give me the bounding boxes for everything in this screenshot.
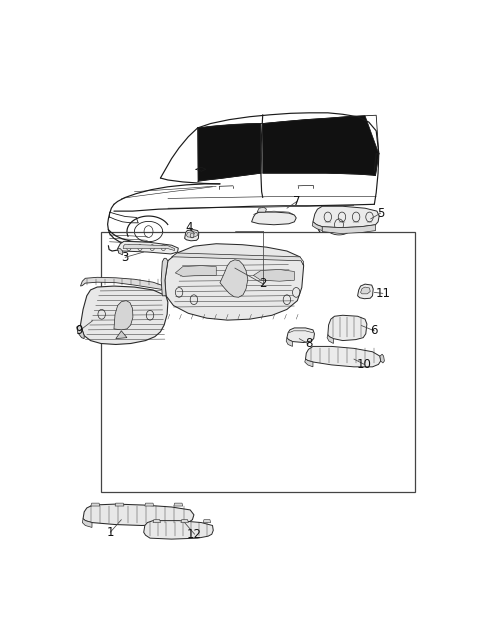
Polygon shape — [161, 258, 168, 296]
Polygon shape — [360, 287, 370, 294]
Polygon shape — [144, 521, 213, 539]
Polygon shape — [305, 346, 381, 367]
Text: 8: 8 — [305, 337, 312, 351]
Polygon shape — [83, 504, 194, 525]
Polygon shape — [123, 244, 175, 250]
Polygon shape — [118, 248, 122, 255]
Polygon shape — [252, 212, 296, 225]
Polygon shape — [175, 265, 216, 276]
Polygon shape — [118, 241, 178, 254]
Polygon shape — [153, 520, 160, 523]
Polygon shape — [253, 269, 294, 281]
Polygon shape — [81, 286, 168, 344]
Polygon shape — [313, 206, 379, 228]
Polygon shape — [312, 222, 322, 231]
Polygon shape — [115, 503, 124, 506]
Text: 9: 9 — [75, 324, 83, 337]
Polygon shape — [174, 503, 183, 506]
Polygon shape — [81, 277, 165, 290]
Polygon shape — [145, 503, 154, 506]
Text: 7: 7 — [293, 195, 300, 208]
Polygon shape — [305, 359, 313, 367]
Polygon shape — [286, 337, 292, 346]
Text: 12: 12 — [187, 528, 202, 541]
Polygon shape — [114, 301, 133, 330]
Text: 3: 3 — [121, 251, 129, 264]
Text: 6: 6 — [371, 324, 378, 337]
Polygon shape — [165, 244, 304, 320]
Polygon shape — [83, 519, 92, 528]
Polygon shape — [203, 520, 211, 523]
Polygon shape — [263, 116, 379, 176]
Polygon shape — [181, 520, 188, 523]
Polygon shape — [116, 331, 127, 339]
Polygon shape — [380, 354, 384, 363]
Text: 2: 2 — [259, 277, 266, 290]
Polygon shape — [287, 328, 314, 343]
Polygon shape — [322, 225, 375, 233]
Text: 10: 10 — [357, 358, 372, 371]
Text: 5: 5 — [377, 207, 384, 219]
Text: 11: 11 — [375, 287, 390, 300]
Text: 4: 4 — [186, 221, 193, 234]
Bar — [101, 231, 415, 492]
Polygon shape — [220, 260, 248, 297]
Polygon shape — [198, 123, 261, 181]
Polygon shape — [186, 231, 198, 238]
Polygon shape — [77, 325, 84, 339]
Polygon shape — [257, 207, 266, 212]
Polygon shape — [91, 503, 100, 506]
Text: 1: 1 — [107, 526, 114, 539]
Polygon shape — [328, 315, 367, 341]
Polygon shape — [327, 335, 334, 344]
Polygon shape — [172, 253, 304, 265]
Polygon shape — [358, 284, 373, 299]
Polygon shape — [185, 229, 199, 241]
